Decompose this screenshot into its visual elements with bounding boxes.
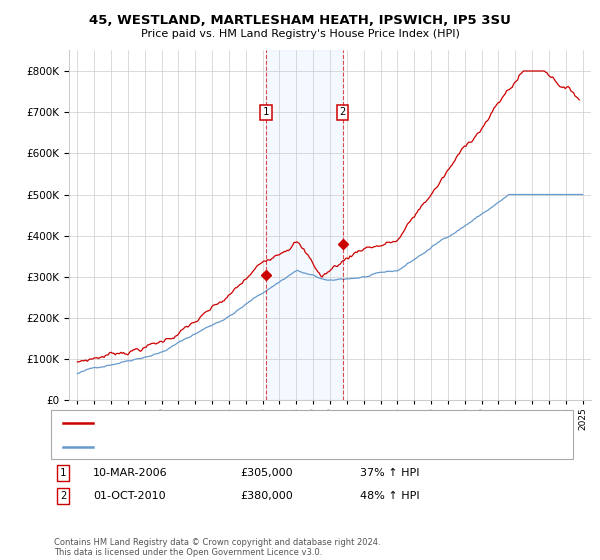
Text: 1: 1	[263, 107, 269, 117]
Text: 2: 2	[340, 107, 346, 117]
Bar	[266, 50, 343, 400]
Text: £305,000: £305,000	[240, 468, 293, 478]
Text: Price paid vs. HM Land Registry's House Price Index (HPI): Price paid vs. HM Land Registry's House …	[140, 29, 460, 39]
Text: 45, WESTLAND, MARTLESHAM HEATH, IPSWICH, IP5 3SU: 45, WESTLAND, MARTLESHAM HEATH, IPSWICH,…	[89, 14, 511, 27]
Text: 10-MAR-2006: 10-MAR-2006	[93, 468, 167, 478]
Text: Contains HM Land Registry data © Crown copyright and database right 2024.
This d: Contains HM Land Registry data © Crown c…	[54, 538, 380, 557]
Text: 1: 1	[60, 468, 66, 478]
Text: HPI: Average price, detached house, East Suffolk: HPI: Average price, detached house, East…	[99, 442, 337, 452]
Text: 48% ↑ HPI: 48% ↑ HPI	[360, 491, 419, 501]
Text: 45, WESTLAND, MARTLESHAM HEATH, IPSWICH, IP5 3SU (detached house): 45, WESTLAND, MARTLESHAM HEATH, IPSWICH,…	[99, 418, 463, 427]
Text: £380,000: £380,000	[240, 491, 293, 501]
Text: 01-OCT-2010: 01-OCT-2010	[93, 491, 166, 501]
Text: 2: 2	[60, 491, 66, 501]
Text: 37% ↑ HPI: 37% ↑ HPI	[360, 468, 419, 478]
